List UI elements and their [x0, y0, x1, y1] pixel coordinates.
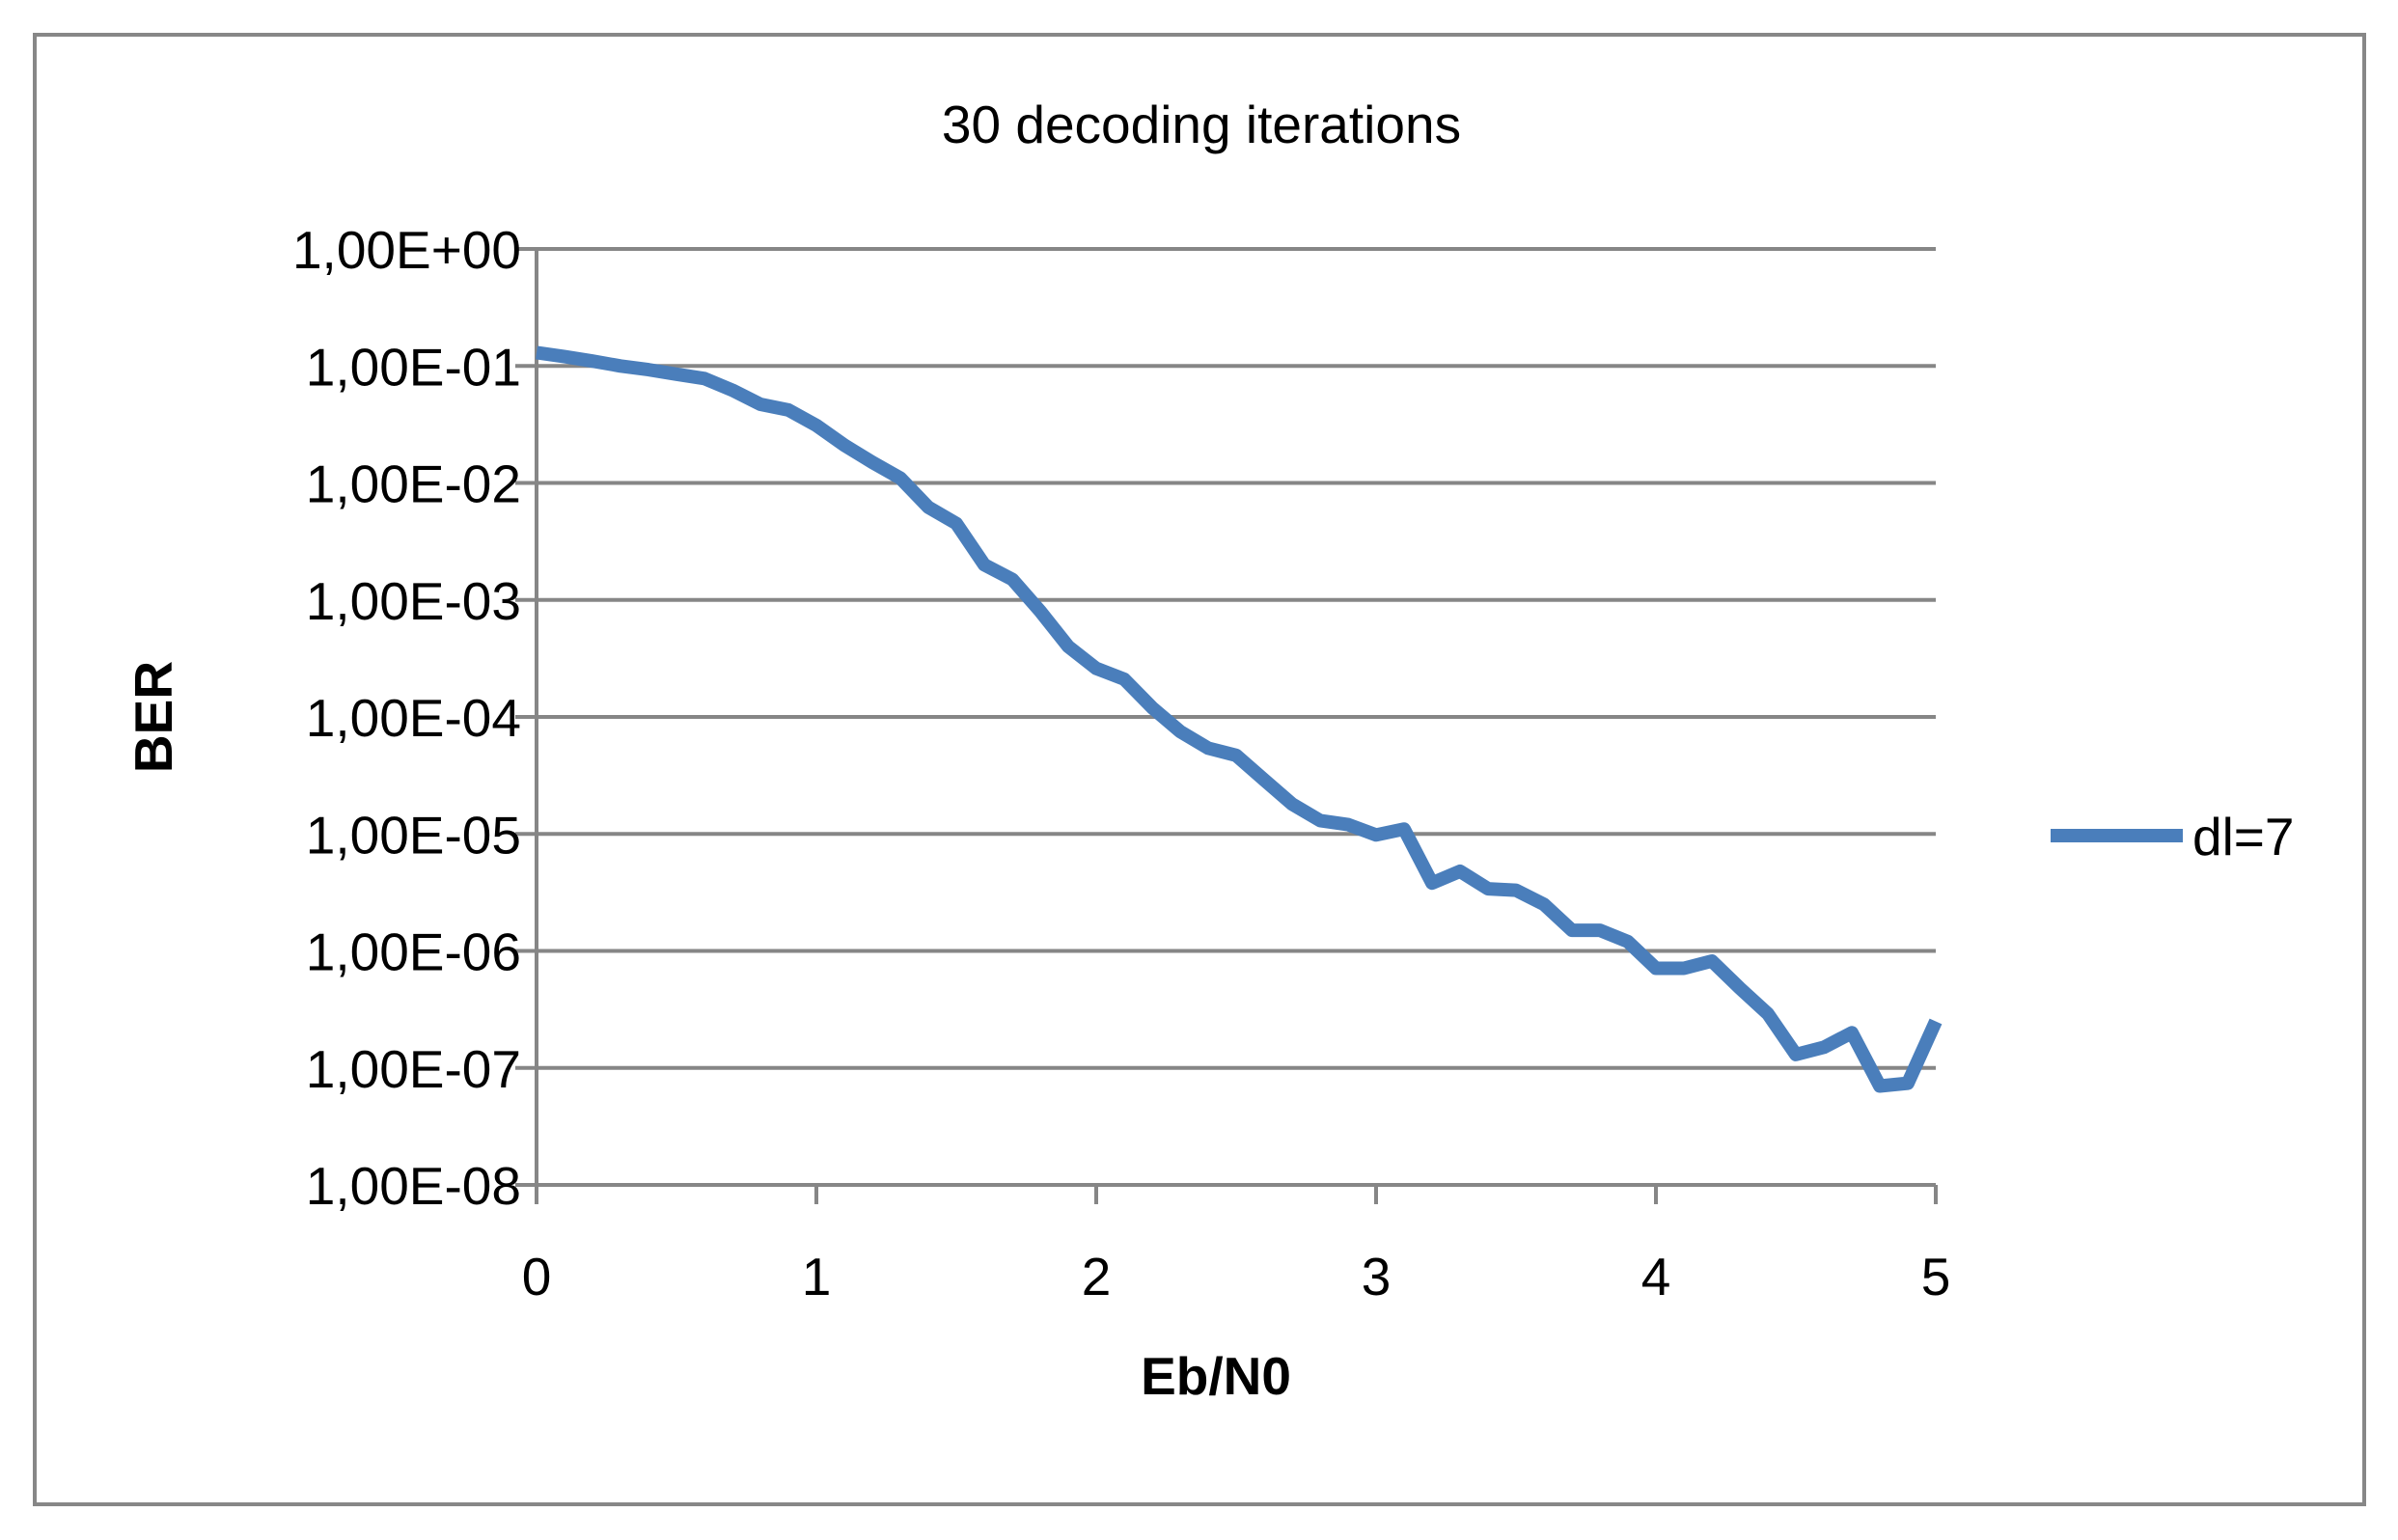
series-point [983, 564, 985, 565]
series-point [871, 461, 873, 463]
legend: dl=7 [2051, 807, 2295, 866]
legend-label: dl=7 [2192, 807, 2295, 866]
x-tick-label: 3 [1362, 1247, 1392, 1306]
series-point [1123, 678, 1125, 680]
y-tick-labels: 1,00E+00 1,00E-01 1,00E-02 1,00E-03 1,00E-04… [292, 220, 521, 1216]
y-tick-label: 1,00E-02 [306, 454, 521, 514]
series-layer [535, 345, 1943, 1093]
y-axis-title: BER [124, 661, 183, 773]
series-point [1543, 903, 1545, 905]
series-point [1347, 824, 1349, 826]
series-point [536, 351, 537, 353]
series-point [1403, 828, 1405, 830]
chart-frame [33, 33, 2366, 1506]
series-point [1823, 1046, 1825, 1048]
y-tick-label: 1,00E-01 [306, 337, 521, 397]
y-tick-label: 1,00E-07 [306, 1039, 521, 1099]
series-point [1851, 1031, 1853, 1033]
series-point [675, 373, 677, 375]
series-point [1515, 890, 1517, 892]
series-point [620, 365, 621, 367]
series-point [731, 389, 733, 391]
series-point [1683, 968, 1685, 970]
series-point [1235, 755, 1237, 756]
series-point [1067, 646, 1069, 647]
series-point [1207, 747, 1209, 749]
axes [535, 249, 1938, 1204]
y-tick-label: 1,00E+00 [292, 220, 521, 280]
x-axis-title: Eb/N0 [1141, 1346, 1291, 1406]
series-point [1179, 730, 1181, 732]
series-point [1739, 987, 1741, 989]
x-tick-label: 0 [522, 1247, 552, 1306]
series-point [1487, 888, 1489, 890]
series-point [1375, 834, 1377, 836]
series-point [1627, 941, 1629, 943]
series-point [1263, 779, 1265, 781]
series-line-0 [535, 345, 1943, 1093]
series-point [1459, 870, 1461, 872]
series-point [1291, 803, 1293, 805]
series-point [1935, 1020, 1937, 1022]
y-tick-label: 1,00E-08 [306, 1156, 521, 1216]
series-point [815, 425, 817, 426]
series-point [843, 444, 845, 446]
series-point [564, 356, 565, 358]
series-point [1431, 882, 1433, 884]
series-point [1655, 968, 1657, 970]
series-point [1319, 819, 1321, 821]
series-point [703, 377, 705, 379]
series-point [1907, 1083, 1909, 1085]
series-point [759, 403, 761, 405]
series-point [1095, 668, 1097, 670]
series-point [1151, 706, 1153, 708]
x-tick-label: 1 [802, 1247, 832, 1306]
series-point [1767, 1013, 1769, 1015]
series-point [648, 369, 649, 371]
y-tick-label: 1,00E-03 [306, 571, 521, 631]
series-point [1795, 1054, 1797, 1056]
series-point [1711, 960, 1713, 962]
series-point [955, 523, 957, 525]
x-tick-label: 4 [1641, 1247, 1671, 1306]
series-point [1571, 929, 1573, 931]
y-tick-label: 1,00E-05 [306, 805, 521, 865]
series-point [927, 507, 929, 509]
series-point [899, 477, 901, 479]
y-tick-label: 1,00E-04 [306, 688, 521, 748]
series-point [1011, 578, 1013, 580]
y-tick-label: 1,00E-06 [306, 922, 521, 982]
series-point [1039, 611, 1041, 613]
series-point [592, 360, 593, 362]
x-tick-labels: 0 1 2 3 4 5 [522, 1247, 1951, 1306]
series-point [787, 409, 789, 411]
series-point [1599, 929, 1601, 931]
x-tick-label: 5 [1921, 1247, 1951, 1306]
series-point [1879, 1086, 1881, 1087]
x-tick-label: 2 [1082, 1247, 1112, 1306]
chart-title: 30 decoding iterations [942, 95, 1461, 154]
